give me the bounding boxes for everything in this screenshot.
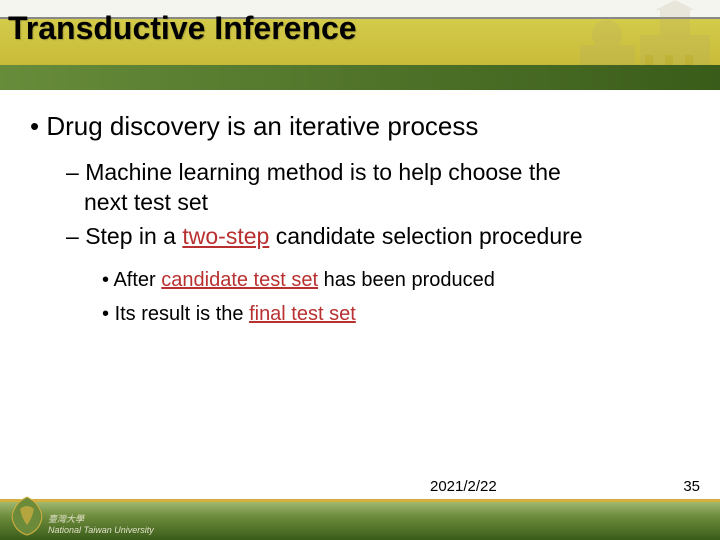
slide-title: Transductive Inference: [8, 10, 357, 47]
bullet-level1: Drug discovery is an iterative process: [30, 110, 690, 144]
bullet-text: Machine learning method is to help choos…: [85, 159, 561, 185]
bullet-text: Step in a: [85, 223, 182, 249]
bullet-text: After: [113, 269, 161, 291]
univ-en: National Taiwan University: [48, 525, 154, 535]
highlight-text: final test set: [249, 303, 356, 325]
bullet-text: has been produced: [318, 269, 495, 291]
bullet-text: Its result is the: [115, 303, 250, 325]
bullet-level3: After candidate test set has been produc…: [102, 265, 690, 295]
bullet-level2: Machine learning method is to help choos…: [66, 158, 690, 218]
bullet-level3: Its result is the final test set: [102, 299, 690, 329]
bullet-text: next test set: [84, 189, 208, 215]
green-accent-band: [0, 65, 720, 90]
univ-zh: 臺灣大學: [48, 514, 84, 524]
university-logo-icon: [6, 495, 48, 537]
slide-date: 2021/2/22: [430, 478, 497, 495]
university-name: 臺灣大學 National Taiwan University: [48, 514, 154, 536]
slide-content: Drug discovery is an iterative process M…: [30, 110, 690, 333]
bullet-text: candidate selection procedure: [269, 223, 582, 249]
highlight-text: candidate test set: [161, 269, 318, 291]
highlight-text: two-step: [182, 223, 269, 249]
slide-number: 35: [683, 478, 700, 495]
bullet-level2: Step in a two-step candidate selection p…: [66, 222, 690, 252]
